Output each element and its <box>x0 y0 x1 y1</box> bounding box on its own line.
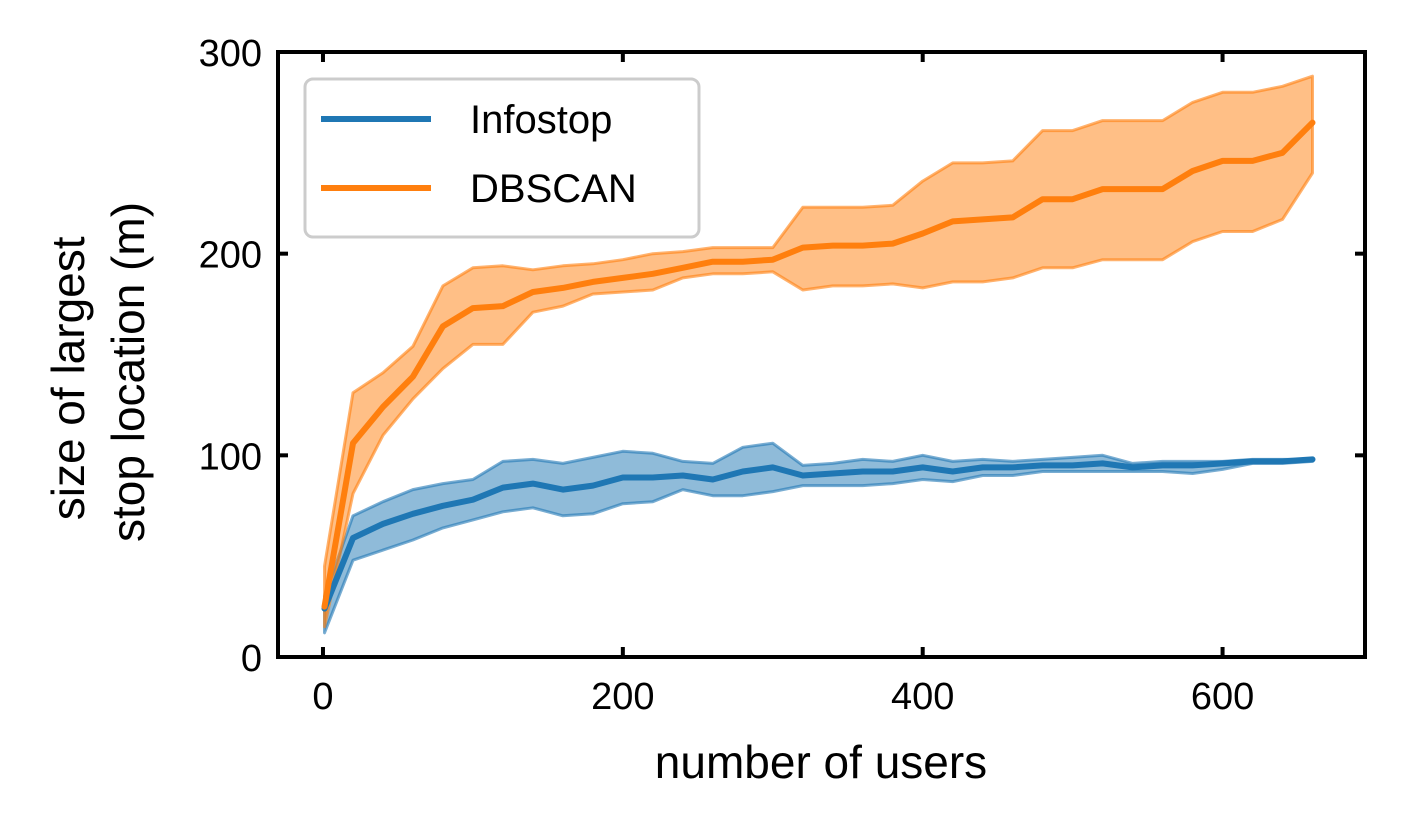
legend-label-dbscan: DBSCAN <box>470 167 637 211</box>
x-axis-ticks: 0 200 400 600 <box>312 52 1254 718</box>
y-tick-label: 200 <box>199 235 262 277</box>
line-dbscan <box>321 119 1316 610</box>
y-tick-label: 100 <box>199 436 262 478</box>
line-infostop <box>321 456 1316 612</box>
plot-frame <box>276 50 1367 659</box>
y-tick-label: 300 <box>199 33 262 75</box>
y-axis-label: size of largest stop location (m) <box>42 202 154 542</box>
series-lines <box>321 119 1316 612</box>
x-tick-label: 400 <box>891 676 954 718</box>
x-axis-label: number of users <box>655 736 987 788</box>
y-axis-label-line-2: stop location (m) <box>102 202 154 542</box>
y-axis-ticks: 0 100 200 300 <box>199 33 1365 680</box>
x-tick-label: 200 <box>591 676 654 718</box>
legend-label-infostop: Infostop <box>470 98 612 142</box>
x-tick-label: 0 <box>312 676 333 718</box>
y-tick-label: 0 <box>241 638 262 680</box>
band-dbscan <box>323 74 1314 629</box>
x-tick-label: 600 <box>1191 676 1254 718</box>
legend: Infostop DBSCAN <box>303 77 701 239</box>
y-axis-label-line-1: size of largest <box>42 236 94 520</box>
